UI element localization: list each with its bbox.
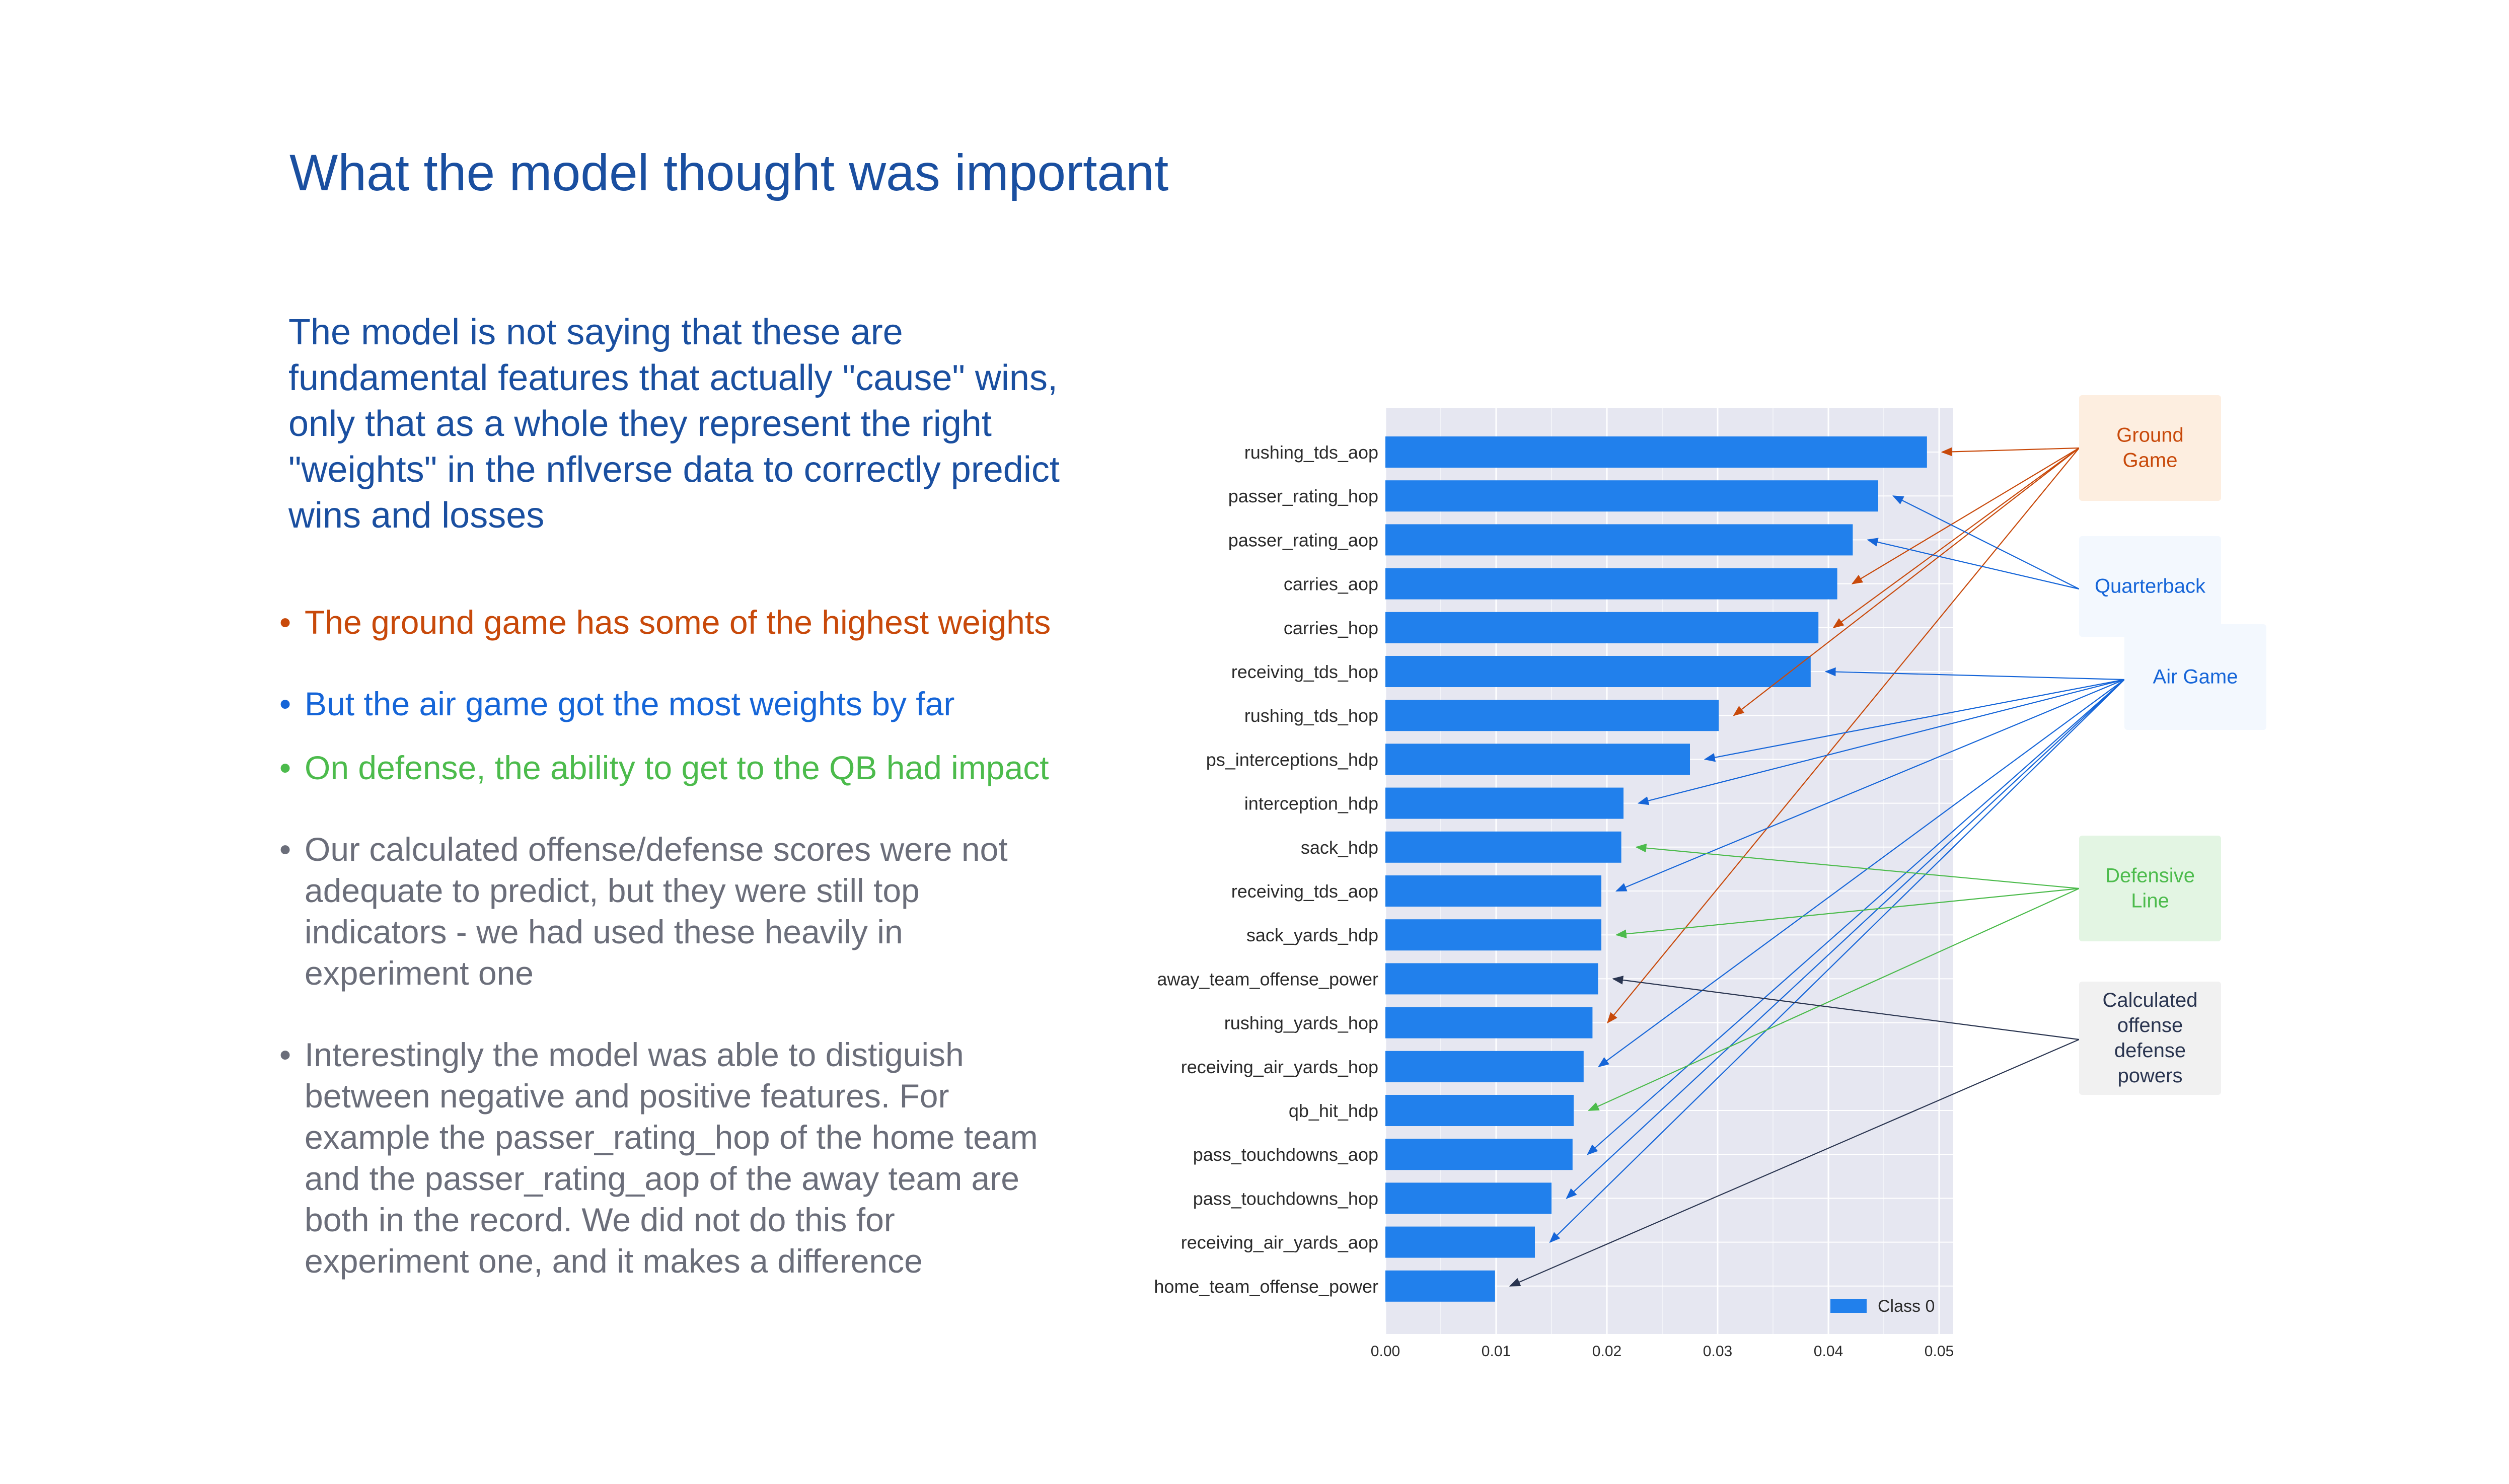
x-tick-label: 0.02 xyxy=(1592,1343,1621,1360)
y-tick-label: sack_yards_hdp xyxy=(1246,925,1378,945)
y-tick-label: rushing_yards_hop xyxy=(1224,1013,1378,1033)
annotation-arrow xyxy=(1509,1038,2080,1287)
y-tick-label: passer_rating_aop xyxy=(1228,530,1378,550)
annotation-arrow xyxy=(1892,495,2080,589)
annotation-arrow xyxy=(1851,448,2080,584)
annotation-arrow xyxy=(1615,679,2125,892)
y-tick-label: ps_interceptions_hdp xyxy=(1206,749,1378,770)
y-tick-label: pass_touchdowns_aop xyxy=(1193,1144,1378,1165)
y-tick-label: receiving_air_yards_hop xyxy=(1181,1057,1378,1077)
y-tick-label: rushing_tds_aop xyxy=(1244,442,1378,463)
annotation-arrow xyxy=(1587,679,2125,1155)
bar xyxy=(1385,831,1621,863)
x-tick-label: 0.00 xyxy=(1371,1343,1400,1360)
y-tick-label: away_team_offense_power xyxy=(1157,969,1378,989)
bullet-dot: • xyxy=(279,749,291,786)
bar xyxy=(1385,1051,1584,1082)
bullet-text: Interestingly the model was able to dist… xyxy=(305,1036,1038,1280)
bullet-dot: • xyxy=(279,1036,291,1073)
bar xyxy=(1385,700,1719,731)
bar xyxy=(1385,963,1598,995)
bullet-text: But the air game got the most weights by… xyxy=(305,685,955,722)
y-tick-label: receiving_air_yards_aop xyxy=(1181,1232,1378,1253)
y-tick-label: receiving_tds_aop xyxy=(1231,881,1378,902)
bar xyxy=(1385,919,1601,951)
bullet-list: • The ground game has some of the highes… xyxy=(279,602,1060,1282)
y-tick-label: rushing_tds_hop xyxy=(1244,705,1378,726)
annotation-arrow xyxy=(1607,448,2080,1024)
bar xyxy=(1385,1139,1573,1170)
bullet-text: On defense, the ability to get to the QB… xyxy=(305,749,1049,786)
bullet-ground-game: • The ground game has some of the highes… xyxy=(279,602,1060,643)
y-tick-label: pass_touchdowns_hop xyxy=(1193,1188,1378,1209)
y-tick-label: passer_rating_hop xyxy=(1228,486,1378,506)
annotation-arrow xyxy=(1612,976,2080,1041)
annotation-arrow xyxy=(1733,448,2080,716)
bullet-calculated-scores: • Our calculated offense/defense scores … xyxy=(279,829,1060,994)
x-tick-label: 0.04 xyxy=(1814,1343,1843,1360)
bar xyxy=(1385,612,1819,643)
y-tick-label: home_team_offense_power xyxy=(1154,1276,1378,1297)
annotation-arrow xyxy=(1635,843,2080,889)
bullet-air-game: • But the air game got the most weights … xyxy=(279,683,1060,724)
bar xyxy=(1385,787,1624,819)
bullet-defense: • On defense, the ability to get to the … xyxy=(279,747,1060,788)
bar xyxy=(1385,1007,1593,1038)
bullet-dot: • xyxy=(279,685,291,722)
bar xyxy=(1385,568,1837,600)
annotation-label: Defensive Line xyxy=(2105,865,2195,912)
annotation-arrow xyxy=(1832,448,2080,629)
annotation-arrow xyxy=(1587,887,2080,1111)
x-tick-label: 0.01 xyxy=(1482,1343,1511,1360)
bullet-dot: • xyxy=(279,604,291,641)
annotation-label: Air Game xyxy=(2153,666,2238,688)
intro-paragraph: The model is not saying that these are f… xyxy=(288,312,1060,536)
plot-background xyxy=(1385,408,1953,1334)
bar xyxy=(1385,524,1853,556)
y-tick-label: carries_hop xyxy=(1284,618,1378,638)
annotation-arrow xyxy=(1549,679,2125,1243)
annotation-arrow xyxy=(1615,887,2080,938)
bar xyxy=(1385,436,1927,468)
bar xyxy=(1385,875,1601,907)
bar xyxy=(1385,1095,1574,1126)
bullet-dot: • xyxy=(279,831,291,868)
annotation-arrow xyxy=(1867,538,2080,590)
bar xyxy=(1385,744,1690,775)
x-tick-label: 0.03 xyxy=(1703,1343,1732,1360)
offense-defense-powers-box: Calculated offense defense powers xyxy=(2079,982,2221,1095)
bullet-text: The ground game has some of the highest … xyxy=(305,604,1051,641)
annotation-label: Quarterback xyxy=(2095,575,2206,598)
annotation-arrow xyxy=(1598,679,2125,1068)
slide-title: What the model thought was important xyxy=(289,144,1169,201)
bar xyxy=(1385,1270,1495,1302)
annotation-label: Calculated offense defense powers xyxy=(2102,989,2197,1087)
quarterback-box: Quarterback xyxy=(2079,536,2221,637)
ground-game-box: Ground Game xyxy=(2079,395,2221,501)
legend-swatch xyxy=(1830,1299,1867,1313)
annotation-arrow xyxy=(1704,679,2125,762)
y-tick-label: receiving_tds_hop xyxy=(1231,661,1378,682)
bullet-negative-positive: • Interestingly the model was able to di… xyxy=(279,1034,1060,1282)
y-tick-label: carries_aop xyxy=(1284,574,1378,595)
annotation-arrow xyxy=(1824,667,2125,681)
annotation-arrow xyxy=(1637,679,2125,805)
x-tick-label: 0.05 xyxy=(1925,1343,1954,1360)
legend-label: Class 0 xyxy=(1878,1297,1935,1316)
bullet-text: Our calculated offense/defense scores we… xyxy=(305,831,1008,992)
bar xyxy=(1385,1226,1535,1258)
y-tick-label: sack_hdp xyxy=(1301,837,1378,858)
air-game-box: Air Game xyxy=(2124,624,2266,730)
y-tick-label: qb_hit_hdp xyxy=(1289,1100,1378,1121)
bar xyxy=(1385,480,1878,512)
annotation-arrow xyxy=(1566,679,2125,1199)
annotation-arrow xyxy=(1941,447,2080,457)
bar xyxy=(1385,656,1811,687)
bar xyxy=(1385,1182,1552,1214)
annotation-label: Ground Game xyxy=(2116,424,2183,472)
y-tick-label: interception_hdp xyxy=(1244,793,1378,814)
defensive-line-box: Defensive Line xyxy=(2079,836,2221,941)
